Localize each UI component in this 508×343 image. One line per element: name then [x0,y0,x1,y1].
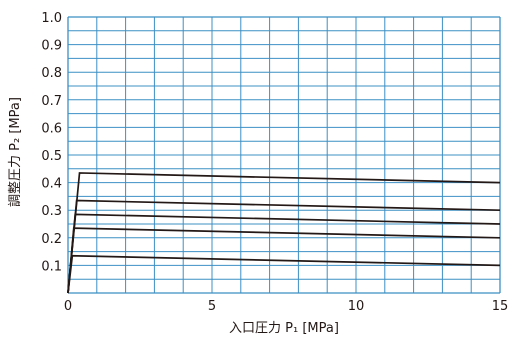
x-tick-label: 10 [348,299,365,314]
y-tick-label: 0.3 [41,204,62,219]
y-tick-label: 0.6 [41,121,62,136]
series-line-3 [67,213,501,294]
x-tick-label: 0 [64,299,72,314]
y-tick-label: 0.5 [41,149,62,164]
y-tick-label: 0.9 [41,39,62,54]
x-tick-label: 15 [492,299,508,314]
y-tick-label: 0.2 [41,232,62,247]
y-tick-label: 0.4 [41,177,62,192]
y-tick-label: 0.1 [41,259,62,274]
x-tick-labels: 0 5 10 15 [64,299,508,314]
y-tick-label: 0.7 [41,94,62,109]
x-axis-label: 入口圧力 P₁ [MPa] [229,321,339,336]
y-tick-label: 0.8 [41,66,62,81]
series-line-5 [67,254,501,294]
y-axis-label: 調整圧力 P₂ [MPa] [8,97,23,207]
series-group [67,172,501,294]
y-tick-label: 1.0 [41,11,62,26]
y-tick-labels: 0.1 0.2 0.3 0.4 0.5 0.6 0.7 0.8 0.9 1.0 [41,11,62,274]
x-tick-label: 5 [208,299,216,314]
grid [67,16,501,294]
